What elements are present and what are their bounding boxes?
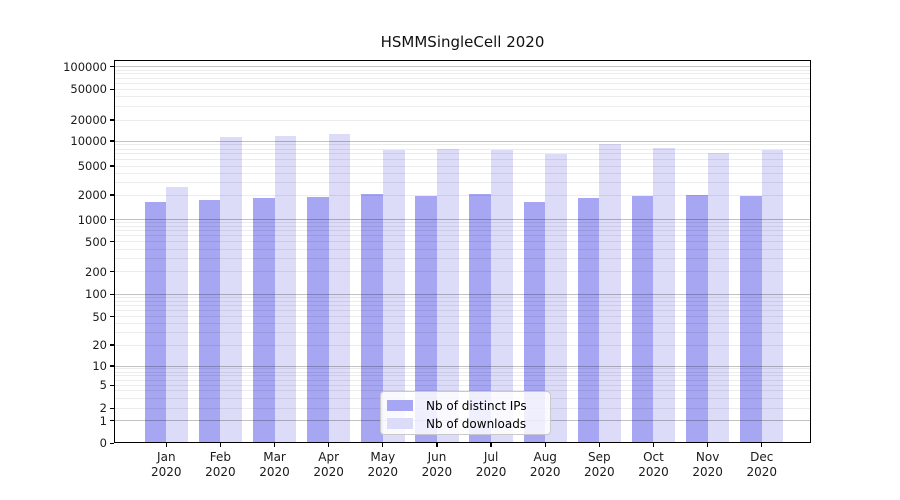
x-tick-mark bbox=[436, 443, 438, 448]
x-tick-label-jun: Jun 2020 bbox=[421, 450, 453, 480]
y-tick-label: 10000 bbox=[70, 134, 107, 148]
legend-label-ips: Nb of distinct IPs bbox=[426, 398, 527, 413]
plot-border bbox=[114, 60, 811, 443]
y-tick-label: 20000 bbox=[70, 113, 107, 127]
x-tick-mark bbox=[165, 443, 167, 448]
x-tick-label-feb: Feb 2020 bbox=[205, 450, 236, 480]
x-tick-mark bbox=[490, 443, 492, 448]
x-tick-mark bbox=[707, 443, 709, 448]
x-tick-label-aug: Aug 2020 bbox=[529, 450, 561, 480]
y-tick-label: 2000 bbox=[77, 188, 107, 202]
y-tick-label: 5 bbox=[99, 378, 107, 393]
x-tick-mark bbox=[761, 443, 763, 448]
x-tick-label-may: May 2020 bbox=[367, 450, 399, 480]
y-tick-label: 50 bbox=[92, 309, 107, 324]
y-tick-label: 1 bbox=[99, 413, 107, 428]
chart-title: HSMMSingleCell 2020 bbox=[380, 33, 545, 51]
y-tick-label: 10 bbox=[92, 359, 107, 373]
y-tick-label: 100000 bbox=[63, 59, 107, 74]
x-tick-mark bbox=[219, 443, 222, 448]
legend-item-downloads: Nb of downloads bbox=[387, 415, 544, 432]
x-tick-label-apr: Apr 2020 bbox=[313, 450, 344, 480]
y-tick-label: 100 bbox=[85, 287, 107, 302]
y-tick-label: 500 bbox=[85, 234, 107, 249]
legend: Nb of distinct IPs Nb of downloads bbox=[380, 391, 551, 435]
x-tick-label-sep: Sep 2020 bbox=[584, 450, 615, 480]
y-tick-label: 1000 bbox=[77, 212, 107, 227]
x-tick-mark bbox=[652, 443, 655, 448]
x-tick-label-dec: Dec 2020 bbox=[746, 450, 777, 480]
x-tick-label-jul: Jul 2020 bbox=[475, 450, 507, 480]
y-tick-label: 200 bbox=[85, 264, 107, 279]
x-tick-label-mar: Mar 2020 bbox=[259, 450, 290, 480]
legend-swatch-ips bbox=[387, 400, 413, 411]
legend-label-downloads: Nb of downloads bbox=[426, 416, 527, 431]
y-tick-label: 5000 bbox=[77, 159, 107, 173]
x-tick-mark bbox=[382, 443, 384, 448]
y-tick-label: 2 bbox=[99, 401, 107, 416]
x-tick-mark bbox=[544, 443, 546, 448]
x-tick-label-nov: Nov 2020 bbox=[692, 450, 723, 480]
legend-swatch-downloads bbox=[387, 418, 413, 429]
x-tick-mark bbox=[328, 443, 330, 448]
x-tick-mark bbox=[273, 443, 276, 448]
x-tick-mark bbox=[598, 443, 600, 448]
y-tick-label: 20 bbox=[92, 338, 107, 352]
y-tick-label: 50000 bbox=[70, 82, 107, 97]
x-tick-label-oct: Oct 2020 bbox=[638, 450, 669, 480]
y-tick-label: 0 bbox=[99, 436, 107, 451]
legend-item-ips: Nb of distinct IPs bbox=[387, 397, 544, 414]
x-tick-label-jan: Jan 2020 bbox=[151, 450, 182, 480]
